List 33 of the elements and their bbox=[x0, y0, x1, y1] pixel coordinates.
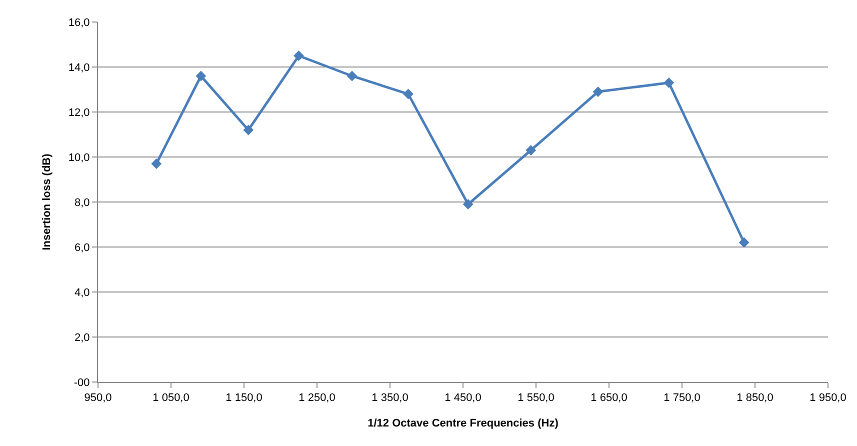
y-tick-label: 10,0 bbox=[68, 152, 90, 164]
x-tick-label: 950,0 bbox=[84, 392, 112, 404]
x-tick-label: 1 950,0 bbox=[810, 392, 846, 404]
x-tick-label: 1 750,0 bbox=[664, 392, 700, 404]
y-tick-label: 16,0 bbox=[68, 16, 90, 29]
y-tick-label: -00 bbox=[74, 376, 90, 389]
point bbox=[294, 50, 304, 61]
point bbox=[738, 237, 750, 248]
point bbox=[592, 86, 604, 97]
x-tick-label: 1 050,0 bbox=[152, 392, 190, 404]
point bbox=[196, 70, 206, 82]
point bbox=[526, 145, 536, 156]
point bbox=[664, 78, 674, 88]
point bbox=[346, 70, 358, 82]
y-tick-label: 8,0 bbox=[74, 196, 90, 209]
point bbox=[243, 124, 254, 136]
y-tick-label: 6,0 bbox=[74, 242, 90, 254]
x-tick-label: 1 150,0 bbox=[226, 392, 262, 404]
x-axis-title: 1/12 Octave Centre Frequencies (Hz) bbox=[368, 417, 559, 430]
x-tick-label: 1 550,0 bbox=[518, 392, 554, 404]
y-tick-label: 14,0 bbox=[68, 62, 90, 74]
y-tick-label: 12,0 bbox=[68, 106, 90, 119]
point bbox=[462, 199, 474, 210]
x-tick-label: 1 250,0 bbox=[298, 392, 336, 404]
point bbox=[151, 158, 162, 169]
y-tick-label: 4,0 bbox=[74, 286, 90, 299]
x-tick-label: 1 850,0 bbox=[736, 392, 774, 404]
point bbox=[403, 88, 414, 100]
y-axis-title: Insertion loss (dB) bbox=[41, 153, 54, 250]
y-tick-label: 2,0 bbox=[74, 332, 90, 344]
x-tick-label: 1 350,0 bbox=[372, 392, 408, 404]
x-tick-label: 1 450,0 bbox=[444, 392, 482, 404]
x-tick-label: 1 650,0 bbox=[590, 392, 628, 404]
